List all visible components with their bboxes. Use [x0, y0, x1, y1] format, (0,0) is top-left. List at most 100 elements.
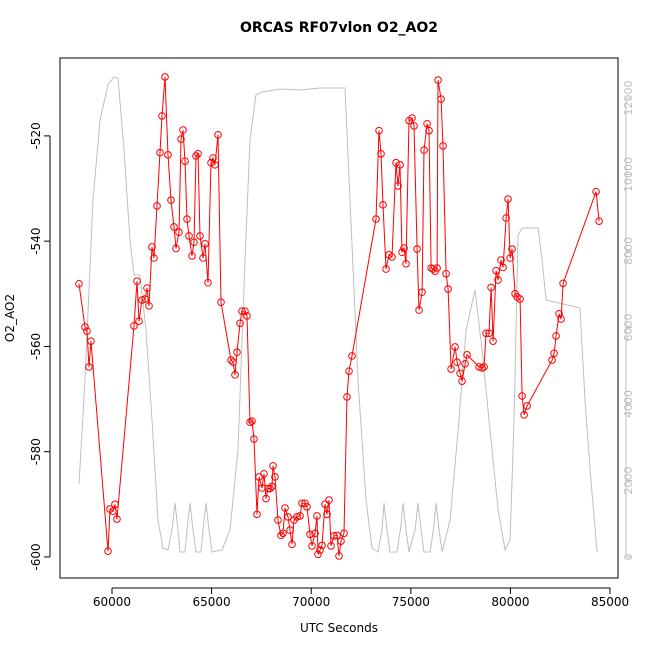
data-point [183, 215, 191, 223]
y2-tick-label: 2000 [622, 467, 635, 495]
data-point [325, 496, 333, 504]
data-point [260, 469, 268, 478]
data-point [316, 546, 324, 554]
data-point [337, 537, 345, 545]
data-point [420, 146, 428, 154]
data-point [130, 322, 138, 330]
data-point [413, 245, 421, 253]
x-tick-label: 60000 [93, 595, 131, 609]
data-point [214, 131, 222, 139]
data-point [506, 254, 514, 262]
data-point [258, 484, 266, 492]
data-point [229, 358, 237, 367]
data-point [548, 356, 556, 364]
data-point [164, 151, 172, 159]
data-point [372, 215, 380, 223]
data-point [227, 356, 235, 364]
y-tick-label: -560 [29, 333, 43, 360]
y2-tick-label: 0 [622, 554, 635, 561]
data-point [253, 510, 261, 519]
y-tick-label: -520 [29, 122, 43, 149]
data-point [153, 202, 161, 210]
data-point [286, 526, 294, 534]
data-point [279, 529, 287, 538]
data-point [243, 312, 251, 320]
data-point [104, 547, 112, 555]
data-point [192, 152, 200, 160]
plot-frame [59, 57, 619, 579]
data-point [85, 363, 93, 371]
data-point [135, 317, 143, 325]
data-point [194, 149, 202, 158]
data-point [552, 332, 560, 340]
y-axis-label: O2_AO2 [3, 294, 17, 342]
data-point [288, 540, 296, 549]
data-point [150, 254, 158, 262]
data-point [75, 279, 83, 288]
data-point [199, 254, 207, 262]
data-point [379, 201, 387, 209]
data-point [343, 393, 351, 401]
data-point [330, 532, 338, 540]
data-point [284, 513, 292, 521]
data-point [550, 349, 558, 358]
y2-tick-label: 8000 [622, 237, 635, 265]
data-point [497, 256, 505, 264]
data-point [559, 279, 567, 288]
data-point [410, 122, 418, 130]
data-point [463, 351, 471, 359]
data-point [518, 392, 526, 400]
data-point [145, 302, 153, 310]
data-point [109, 507, 117, 515]
data-point [504, 195, 512, 203]
data-point [313, 512, 321, 520]
data-point [277, 531, 285, 540]
data-point [502, 214, 510, 222]
data-point [281, 504, 289, 512]
x-axis-label: UTC Seconds [300, 621, 378, 635]
data-point [301, 499, 309, 508]
data-point [185, 232, 193, 240]
data-point [262, 494, 270, 503]
data-point [480, 363, 488, 371]
y2-tick-label: 4000 [622, 390, 635, 418]
data-point [83, 327, 91, 335]
data-point [158, 112, 166, 120]
data-point [268, 482, 276, 491]
data-point [217, 298, 225, 307]
data-point [340, 529, 348, 538]
data-point [382, 265, 390, 273]
data-point [314, 550, 322, 559]
x-tick-label: 80000 [491, 595, 529, 609]
data-point [400, 244, 408, 252]
data-point [81, 323, 89, 331]
data-point [196, 232, 204, 240]
data-point [415, 306, 423, 314]
x-tick-label: 85000 [591, 595, 629, 609]
data-point [429, 265, 437, 273]
y-tick-label: -600 [29, 543, 43, 570]
data-point [423, 119, 431, 128]
data-point [494, 276, 502, 284]
data-point [177, 135, 185, 143]
data-point [143, 284, 151, 292]
data-point [499, 263, 507, 272]
data-point [592, 187, 600, 196]
data-point [248, 417, 256, 425]
data-point [492, 266, 500, 275]
data-point [161, 73, 169, 81]
data-point [321, 500, 329, 509]
data-point [172, 244, 180, 253]
data-point [269, 462, 277, 470]
data-point [482, 329, 490, 338]
x-tick-label: 65000 [193, 595, 231, 609]
data-point [396, 161, 404, 169]
data-point [408, 114, 416, 122]
data-point [266, 484, 274, 493]
data-point [444, 285, 452, 293]
data-point [133, 277, 141, 285]
data-point [335, 552, 343, 560]
data-point [433, 264, 441, 272]
data-point [201, 239, 209, 248]
